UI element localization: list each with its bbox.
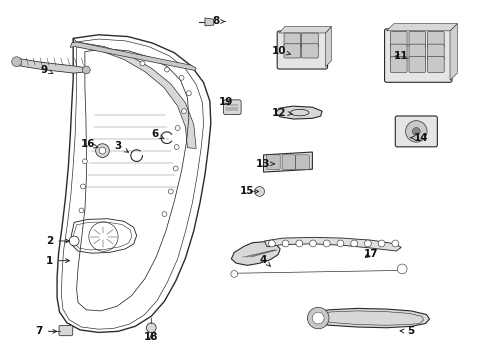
Circle shape bbox=[182, 109, 186, 114]
Circle shape bbox=[269, 240, 275, 247]
Circle shape bbox=[413, 127, 420, 135]
Circle shape bbox=[96, 144, 109, 157]
Text: 19: 19 bbox=[219, 97, 234, 107]
FancyBboxPatch shape bbox=[385, 29, 452, 82]
Circle shape bbox=[165, 67, 170, 72]
Polygon shape bbox=[16, 58, 88, 73]
FancyBboxPatch shape bbox=[391, 57, 407, 72]
FancyBboxPatch shape bbox=[296, 155, 310, 170]
Text: 14: 14 bbox=[411, 133, 428, 143]
Circle shape bbox=[406, 121, 427, 142]
FancyBboxPatch shape bbox=[428, 44, 444, 60]
Circle shape bbox=[12, 57, 22, 67]
FancyBboxPatch shape bbox=[267, 155, 280, 170]
Circle shape bbox=[255, 186, 265, 196]
Polygon shape bbox=[279, 27, 331, 33]
Circle shape bbox=[323, 240, 330, 247]
Text: 11: 11 bbox=[394, 51, 409, 61]
Text: 2: 2 bbox=[46, 236, 70, 246]
Circle shape bbox=[175, 126, 180, 130]
Text: 15: 15 bbox=[240, 186, 259, 197]
Text: 1: 1 bbox=[46, 256, 70, 266]
FancyBboxPatch shape bbox=[277, 31, 327, 69]
Polygon shape bbox=[275, 106, 322, 119]
Polygon shape bbox=[387, 24, 457, 31]
Text: 3: 3 bbox=[115, 141, 128, 152]
FancyBboxPatch shape bbox=[284, 33, 301, 47]
Circle shape bbox=[231, 270, 238, 277]
Text: 4: 4 bbox=[260, 255, 270, 266]
FancyBboxPatch shape bbox=[395, 116, 438, 147]
Polygon shape bbox=[308, 309, 430, 328]
Circle shape bbox=[308, 307, 329, 329]
Circle shape bbox=[296, 240, 303, 247]
Text: 5: 5 bbox=[400, 326, 415, 336]
Circle shape bbox=[337, 240, 344, 247]
FancyBboxPatch shape bbox=[409, 57, 426, 72]
Circle shape bbox=[392, 240, 399, 247]
FancyBboxPatch shape bbox=[428, 32, 444, 47]
Circle shape bbox=[310, 240, 317, 247]
Circle shape bbox=[351, 240, 358, 247]
Polygon shape bbox=[264, 152, 312, 172]
FancyBboxPatch shape bbox=[302, 44, 318, 58]
Polygon shape bbox=[70, 42, 196, 71]
Circle shape bbox=[147, 323, 156, 333]
Circle shape bbox=[69, 236, 79, 246]
Circle shape bbox=[82, 66, 90, 74]
Circle shape bbox=[79, 208, 84, 213]
Circle shape bbox=[162, 212, 167, 216]
FancyBboxPatch shape bbox=[409, 32, 426, 47]
Text: 10: 10 bbox=[272, 46, 291, 56]
Polygon shape bbox=[450, 24, 457, 80]
Text: 6: 6 bbox=[151, 129, 164, 139]
Polygon shape bbox=[205, 18, 214, 26]
FancyBboxPatch shape bbox=[391, 44, 407, 60]
FancyBboxPatch shape bbox=[409, 44, 426, 60]
Text: 13: 13 bbox=[256, 159, 274, 169]
Circle shape bbox=[312, 312, 324, 324]
Circle shape bbox=[169, 189, 173, 194]
Text: 17: 17 bbox=[364, 248, 378, 258]
Polygon shape bbox=[325, 27, 331, 67]
Circle shape bbox=[140, 61, 145, 66]
Polygon shape bbox=[73, 39, 196, 148]
Circle shape bbox=[365, 240, 371, 247]
Circle shape bbox=[282, 240, 289, 247]
Text: 7: 7 bbox=[35, 326, 57, 336]
Text: 18: 18 bbox=[144, 332, 159, 342]
Circle shape bbox=[174, 145, 179, 149]
Circle shape bbox=[99, 147, 106, 154]
Polygon shape bbox=[231, 242, 280, 265]
Circle shape bbox=[80, 184, 85, 189]
Circle shape bbox=[82, 159, 87, 164]
FancyBboxPatch shape bbox=[284, 44, 301, 58]
Text: 8: 8 bbox=[212, 17, 225, 27]
Circle shape bbox=[378, 240, 385, 247]
FancyBboxPatch shape bbox=[428, 57, 444, 72]
Text: 9: 9 bbox=[40, 64, 53, 75]
FancyBboxPatch shape bbox=[223, 100, 241, 114]
Text: 16: 16 bbox=[80, 139, 98, 149]
FancyBboxPatch shape bbox=[391, 32, 407, 47]
FancyBboxPatch shape bbox=[302, 33, 318, 47]
FancyBboxPatch shape bbox=[282, 155, 296, 170]
Circle shape bbox=[179, 75, 184, 80]
Circle shape bbox=[186, 91, 191, 96]
FancyBboxPatch shape bbox=[59, 325, 73, 336]
Text: 12: 12 bbox=[272, 108, 292, 118]
Polygon shape bbox=[265, 237, 401, 251]
Circle shape bbox=[397, 264, 407, 274]
Circle shape bbox=[173, 166, 178, 171]
